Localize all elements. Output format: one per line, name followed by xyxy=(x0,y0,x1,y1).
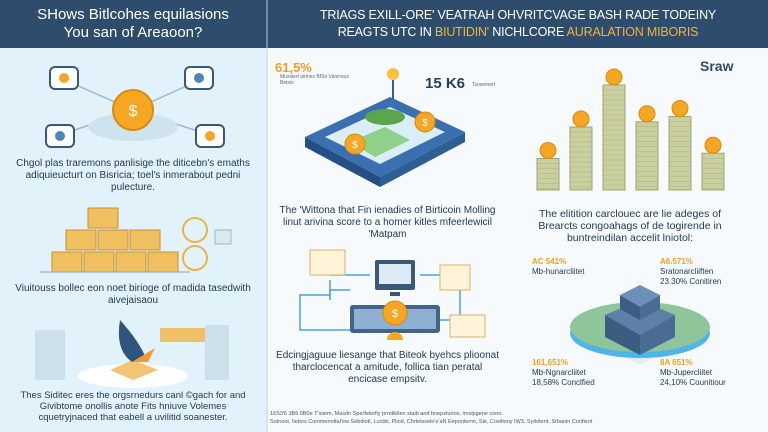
stat-label-caption: Sratonarcliiften xyxy=(660,267,714,276)
bitcoin-coin-icon xyxy=(539,142,557,159)
stat-label-caption: Mb-Jupercliitet xyxy=(660,368,713,377)
left-title: SHows Bitlcohes equilasions You san of A… xyxy=(0,0,266,48)
left-title-line1: SHows Bitlcohes equilasions xyxy=(37,6,229,23)
stat-label-extra: 18,58% Conclfied xyxy=(532,378,595,387)
t2c: NICHLCORE xyxy=(488,25,567,39)
bitcoin-coin-icon xyxy=(704,136,722,154)
bitcoin-icon xyxy=(112,89,154,131)
t2d: AURALATION MIBORIS xyxy=(566,25,699,39)
stat-label-value: 8A 651% xyxy=(660,358,693,367)
isometric-building-platform xyxy=(570,285,710,365)
logo: Sraw xyxy=(700,58,734,74)
stat-label-caption: Mb-Ngnarcliitet xyxy=(532,368,586,377)
stat-label-caption: Mb-hunarcliitet xyxy=(532,267,585,276)
bird-statue-illustration xyxy=(35,320,229,388)
column-divider xyxy=(266,48,268,432)
stat-1-caption: Mussiert airines BfSo Vaninsus Betxis xyxy=(280,74,349,86)
right-title: TRIAGS EXILL-ORE' VEATRAH OHVRITCVAGE BA… xyxy=(268,0,768,48)
svg-text:$: $ xyxy=(422,118,428,129)
left-text-1: Chgol plas traremons panlisige the ditic… xyxy=(16,158,250,193)
coin-stack-bars xyxy=(536,68,725,191)
network-flow-diagram: $ xyxy=(299,249,486,340)
stat-label-value: A6.571% xyxy=(660,257,693,266)
stat-2-value: 15 K6 xyxy=(425,75,466,92)
right-title-line1: TRIAGS EXILL-ORE' VEATRAH OHVRITCVAGE BA… xyxy=(319,8,717,22)
left-text-3: Thes Siditec eres the orgsrnedurs canl ©… xyxy=(20,390,246,423)
t2a: REAGTS UTC IN xyxy=(337,25,435,39)
isometric-city-board: $ $ xyxy=(305,68,465,187)
footer-line-2: Sotnoot, Iiebos Commennttal'ew Sebdiotl,… xyxy=(270,419,593,425)
header: SHows Bitlcohes equilasions You san of A… xyxy=(0,0,768,48)
bitcoin-coin-icon xyxy=(638,105,656,123)
bitcoin-coin-icon xyxy=(572,110,590,128)
coin-stack-bar xyxy=(668,116,692,191)
stat-1: 61,5% xyxy=(275,60,312,75)
middle-text-2: Edcingjaguue liesange that Biteok byehcs… xyxy=(276,350,499,385)
svg-text:$: $ xyxy=(352,140,358,151)
mining-pyramid-illustration xyxy=(40,207,232,273)
stat-1-value: 61,5% xyxy=(275,60,312,75)
header-divider xyxy=(266,0,268,48)
coin-stack-bar xyxy=(569,126,593,191)
coin-stack-bar xyxy=(701,152,725,191)
svg-text:$: $ xyxy=(392,308,398,320)
footer-line-1: 16S3'6 3B6 0B0e T'ioiem, Masdn Sperfeler… xyxy=(270,411,503,417)
stat-label-extra: 23.30% Conitiren xyxy=(660,277,722,286)
stat-label: A6.571% Sratonarcliiften 23.30% Conitiren xyxy=(660,257,721,287)
stat-label-extra: 24,10% Counitiour xyxy=(660,378,726,387)
right-text-1: The elitition carclouec are lie adeges o… xyxy=(538,208,722,244)
stat-label: 8A 651% Mb-Jupercliitet 24,10% Counitiour xyxy=(660,358,726,388)
stat-label-value: AC 541% xyxy=(532,257,567,266)
svg-text:$: $ xyxy=(129,103,138,120)
coin-hub-illustration: $ xyxy=(45,66,225,148)
left-text-2: Viuitouss bollec eon noet birioge of mad… xyxy=(15,283,251,306)
coin-stack-bar xyxy=(602,84,626,191)
stat-2-caption: Tsosemert xyxy=(472,82,496,88)
stat-label: AC 541% Mb-hunarcliitet xyxy=(532,257,584,277)
t2b: BIUTIDIN' xyxy=(434,25,489,39)
right-title-line2: REAGTS UTC IN BIUTIDIN' NICHLCORE AURALA… xyxy=(268,24,768,41)
stat-label: 161,651% Mb-Ngnarcliitet 18,58% Conclfied xyxy=(532,358,595,388)
middle-text-1: The 'Wittona that Fin ienadies of Birtic… xyxy=(279,205,496,240)
coin-stack-bar xyxy=(536,158,560,191)
bitcoin-coin-icon xyxy=(671,100,689,117)
stat-label-value: 161,651% xyxy=(532,358,569,367)
left-title-line2: You san of Areaoon? xyxy=(63,24,203,41)
footer: 16S3'6 3B6 0B0e T'ioiem, Masdn Sperfeler… xyxy=(270,410,765,426)
bitcoin-coin-icon xyxy=(605,68,623,86)
